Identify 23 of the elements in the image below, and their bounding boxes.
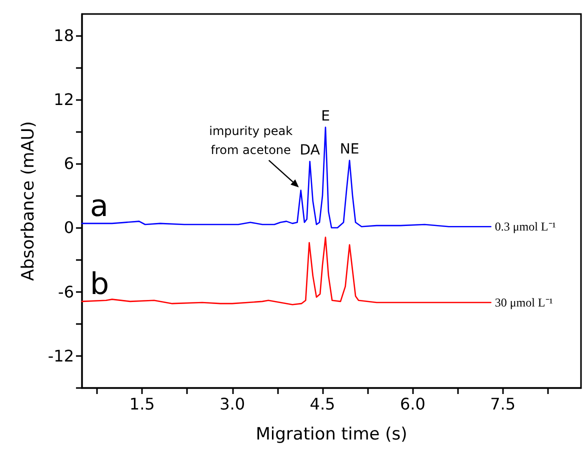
x-tick-label: 1.5: [129, 394, 155, 414]
x-tick-label: 6.0: [400, 394, 426, 414]
annotation: NE: [340, 141, 360, 158]
annotation: impurity peak from acetone: [209, 124, 293, 157]
x-tick-label: 4.5: [310, 394, 336, 414]
line-series: [81, 126, 492, 228]
annotation: DA: [300, 142, 320, 158]
x-tick-label: 3.0: [220, 394, 246, 414]
y-tick-label: -12: [48, 346, 74, 366]
x-axis-title: Migration time (s): [256, 424, 408, 444]
annotation: E: [321, 108, 330, 124]
y-tick-label: -6: [58, 282, 74, 302]
series-label: b: [90, 266, 110, 302]
annotation: 0.3 μmol L⁻¹: [494, 220, 556, 234]
y-tick-label: 18: [54, 26, 74, 45]
y-tick-label: 6: [64, 154, 74, 174]
y-tick-label: 0: [64, 218, 74, 238]
series-label: a: [90, 188, 108, 224]
line-series: [81, 236, 492, 306]
annotation: 30 μmol L⁻¹: [494, 296, 554, 310]
y-tick-label: 12: [54, 90, 74, 109]
x-tick-label: 7.5: [490, 394, 516, 414]
y-axis-title: Absorbance (mAU): [18, 121, 38, 281]
